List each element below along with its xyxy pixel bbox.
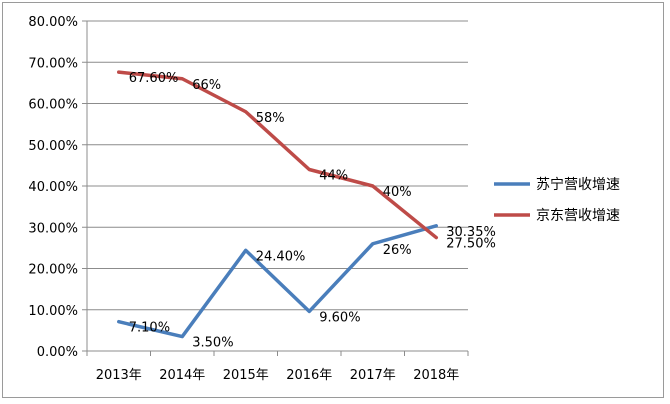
y-tick-label: 0.00% — [37, 345, 78, 360]
data-label: 66% — [192, 78, 221, 93]
y-tick-label: 40.00% — [28, 180, 78, 195]
data-label: 3.50% — [192, 336, 233, 351]
data-label: 9.60% — [319, 310, 360, 325]
data-label: 26% — [383, 243, 412, 258]
series-line — [117, 224, 438, 339]
data-label: 44% — [319, 169, 348, 184]
y-tick-label: 60.00% — [28, 98, 78, 113]
axes — [82, 20, 469, 356]
data-labels: 7.10% 3.50% 24.40% 9.60% 26% 30.35% 67.60% 66% 5… — [129, 71, 496, 350]
grid-lines — [87, 20, 468, 311]
y-tick-label: 10.00% — [28, 304, 78, 319]
y-tick-label: 70.00% — [28, 56, 78, 71]
data-label: 24.40% — [256, 249, 306, 264]
series-lines — [117, 70, 438, 339]
y-tick-label: 50.00% — [28, 139, 78, 154]
data-label: 40% — [383, 185, 412, 200]
x-tick-label: 2016年 — [286, 368, 332, 383]
x-tick-label: 2014年 — [159, 368, 205, 383]
legend-label: 京东营收增速 — [536, 208, 620, 224]
y-tick-label: 20.00% — [28, 263, 78, 278]
x-tick-label: 2017年 — [350, 368, 396, 383]
data-label: 7.10% — [129, 321, 170, 336]
data-label: 58% — [256, 111, 285, 126]
y-tick-label: 80.00% — [28, 15, 78, 30]
y-tick-labels: 0.00% 10.00% 20.00% 30.00% 40.00% 50.00% 60.00… — [28, 15, 78, 360]
y-tick-label: 30.00% — [28, 221, 78, 236]
x-tick-label: 2018年 — [413, 368, 459, 383]
chart-frame — [2, 2, 664, 398]
x-tick-label: 2013年 — [96, 368, 142, 383]
series-line — [117, 70, 438, 240]
legend-label: 苏宁营收增速 — [536, 176, 620, 193]
x-tick-label: 2015年 — [223, 368, 269, 383]
x-tick-labels: 2013年 2014年 2015年 2016年 2017年 2018年 — [96, 368, 460, 383]
data-label: 67.60% — [129, 71, 179, 86]
data-label: 30.35% — [446, 225, 496, 240]
data-label: 27.50% — [446, 237, 496, 252]
